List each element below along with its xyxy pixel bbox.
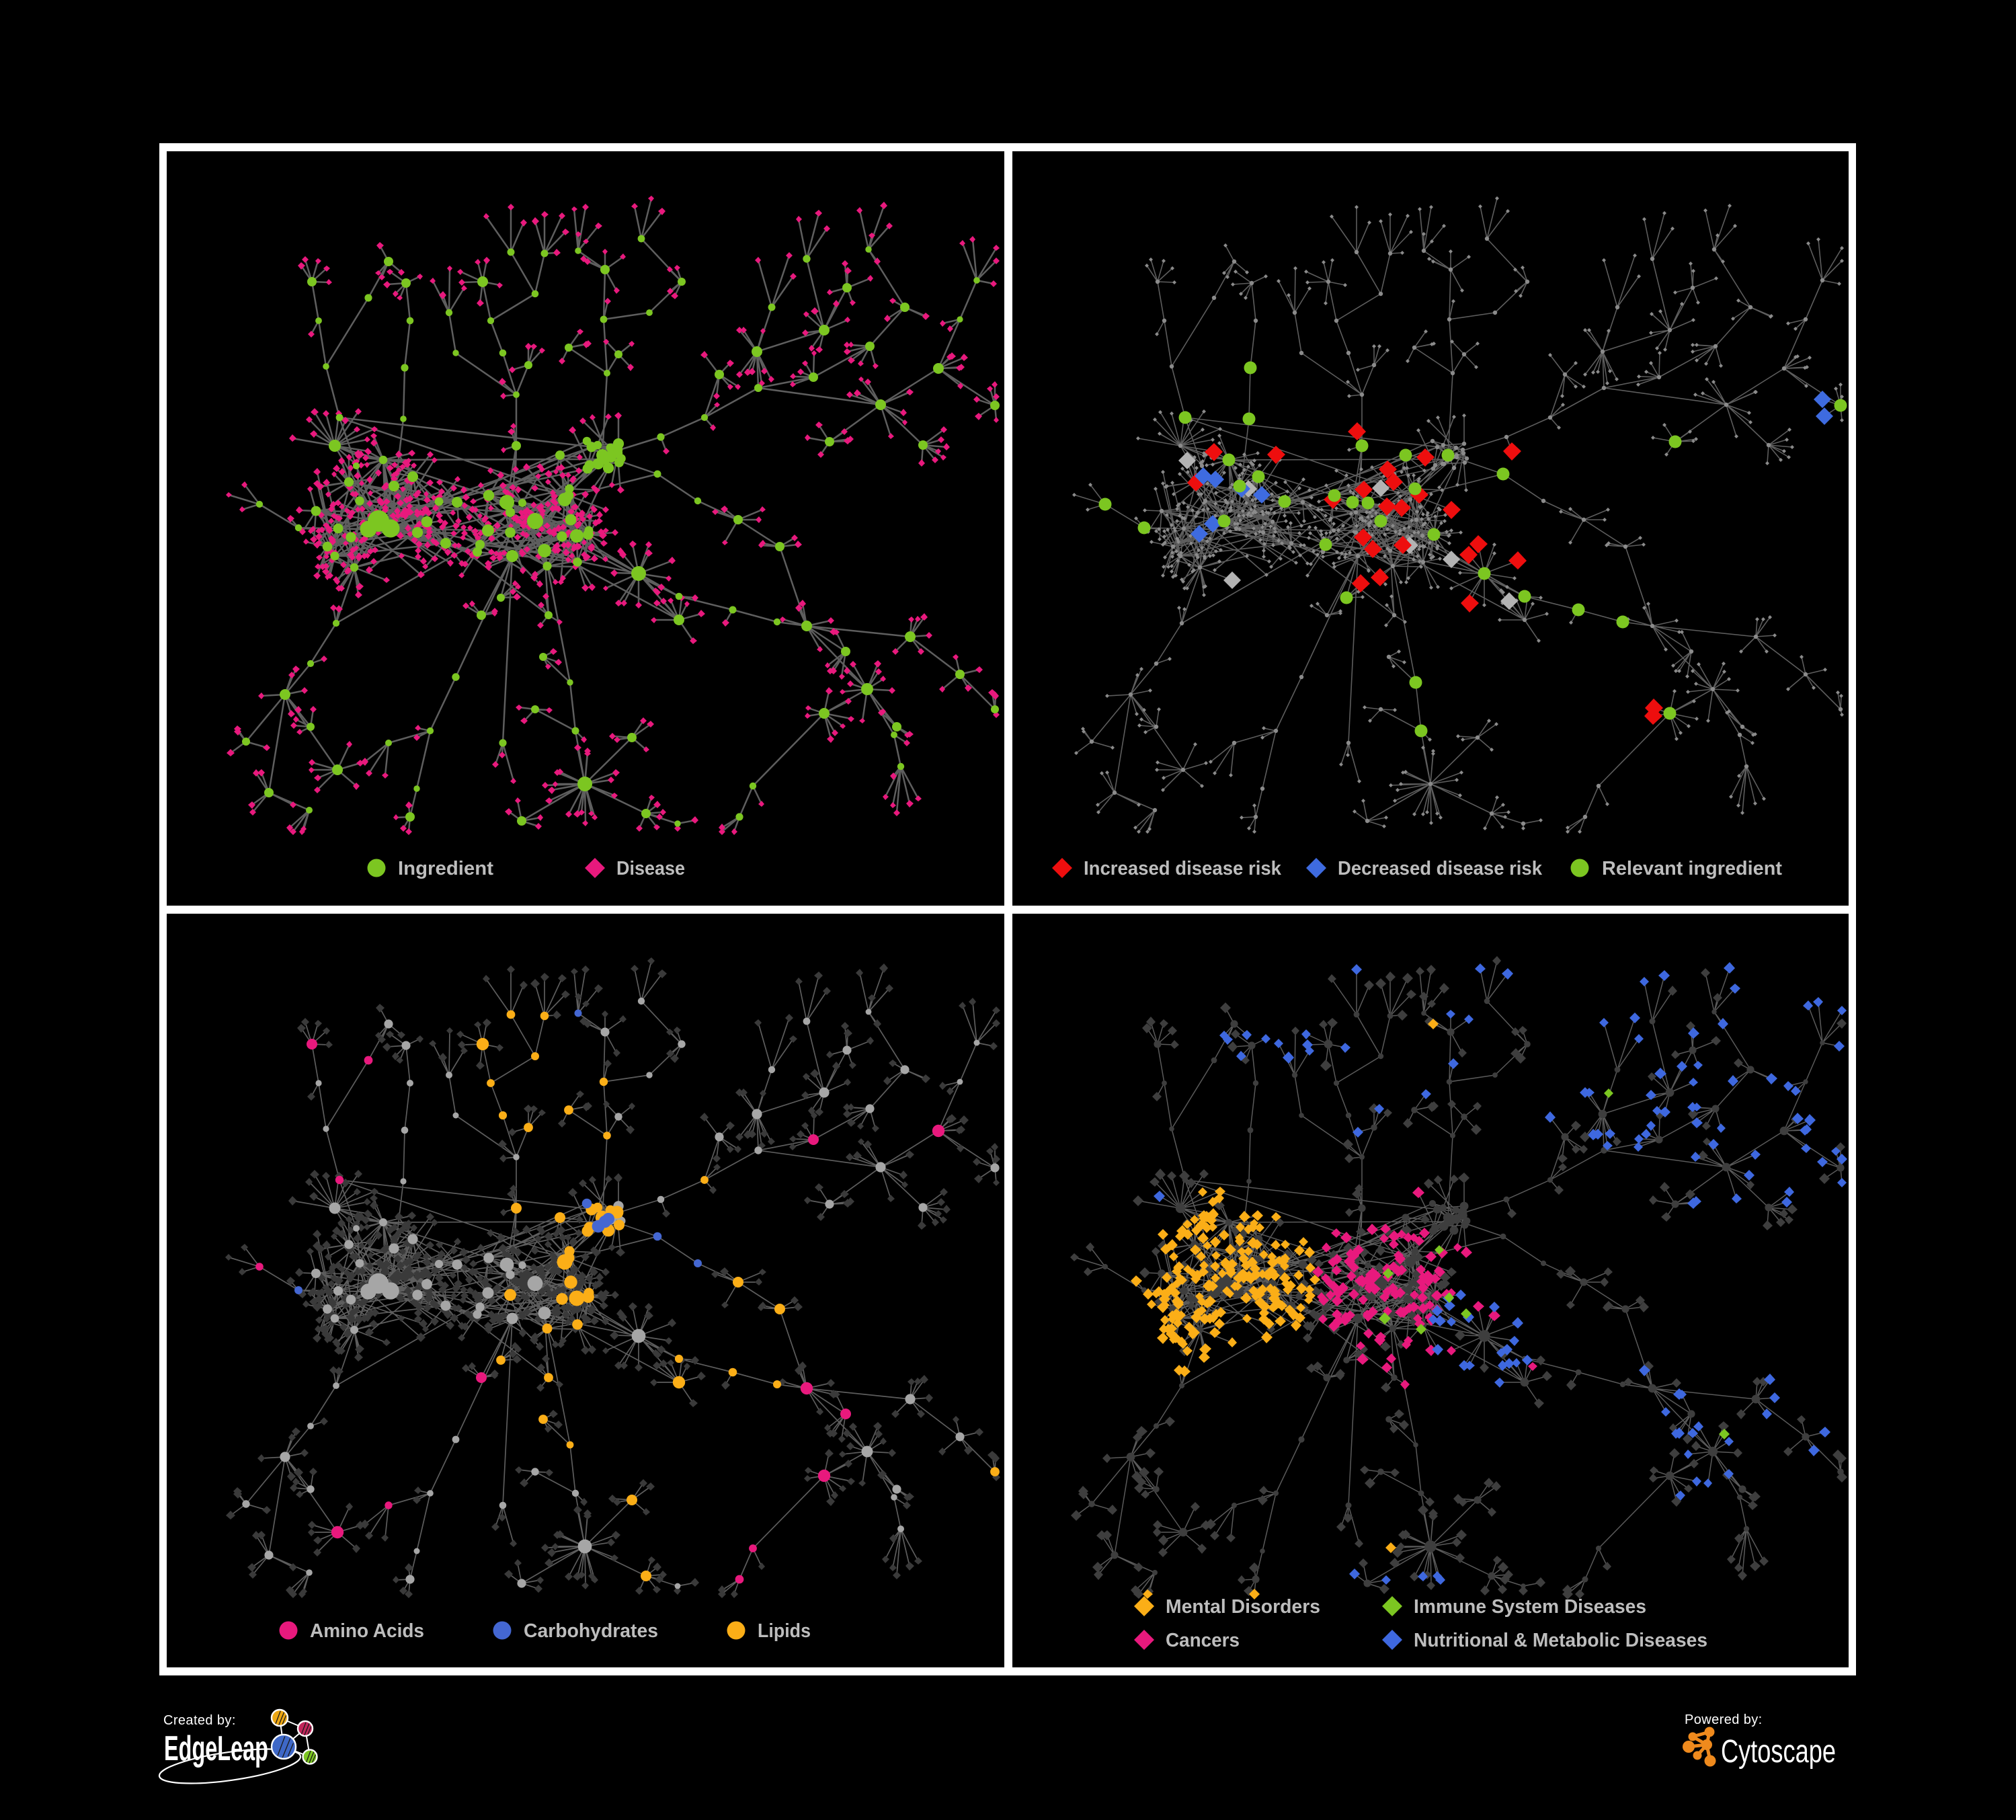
svg-text:Cytoscape: Cytoscape [1721, 1734, 1836, 1770]
svg-text:Lipids: Lipids [758, 1620, 811, 1642]
svg-text:Immune System Diseases: Immune System Diseases [1414, 1596, 1646, 1618]
svg-text:Relevant ingredient: Relevant ingredient [1602, 858, 1782, 879]
svg-text:Mental Disorders: Mental Disorders [1166, 1596, 1320, 1618]
svg-text:Ingredient: Ingredient [398, 858, 493, 879]
svg-text:Amino Acids: Amino Acids [310, 1620, 424, 1642]
svg-text:Cancers: Cancers [1166, 1630, 1240, 1651]
svg-text:Decreased disease risk: Decreased disease risk [1338, 858, 1543, 879]
svg-text:Disease: Disease [616, 858, 685, 879]
svg-text:Nutritional & Metabolic Diseas: Nutritional & Metabolic Diseases [1414, 1630, 1707, 1651]
svg-text:Powered by:: Powered by: [1685, 1712, 1763, 1727]
svg-text:Increased disease risk: Increased disease risk [1084, 858, 1282, 879]
svg-text:Carbohydrates: Carbohydrates [524, 1620, 658, 1642]
svg-text:Created by:: Created by: [163, 1713, 236, 1728]
